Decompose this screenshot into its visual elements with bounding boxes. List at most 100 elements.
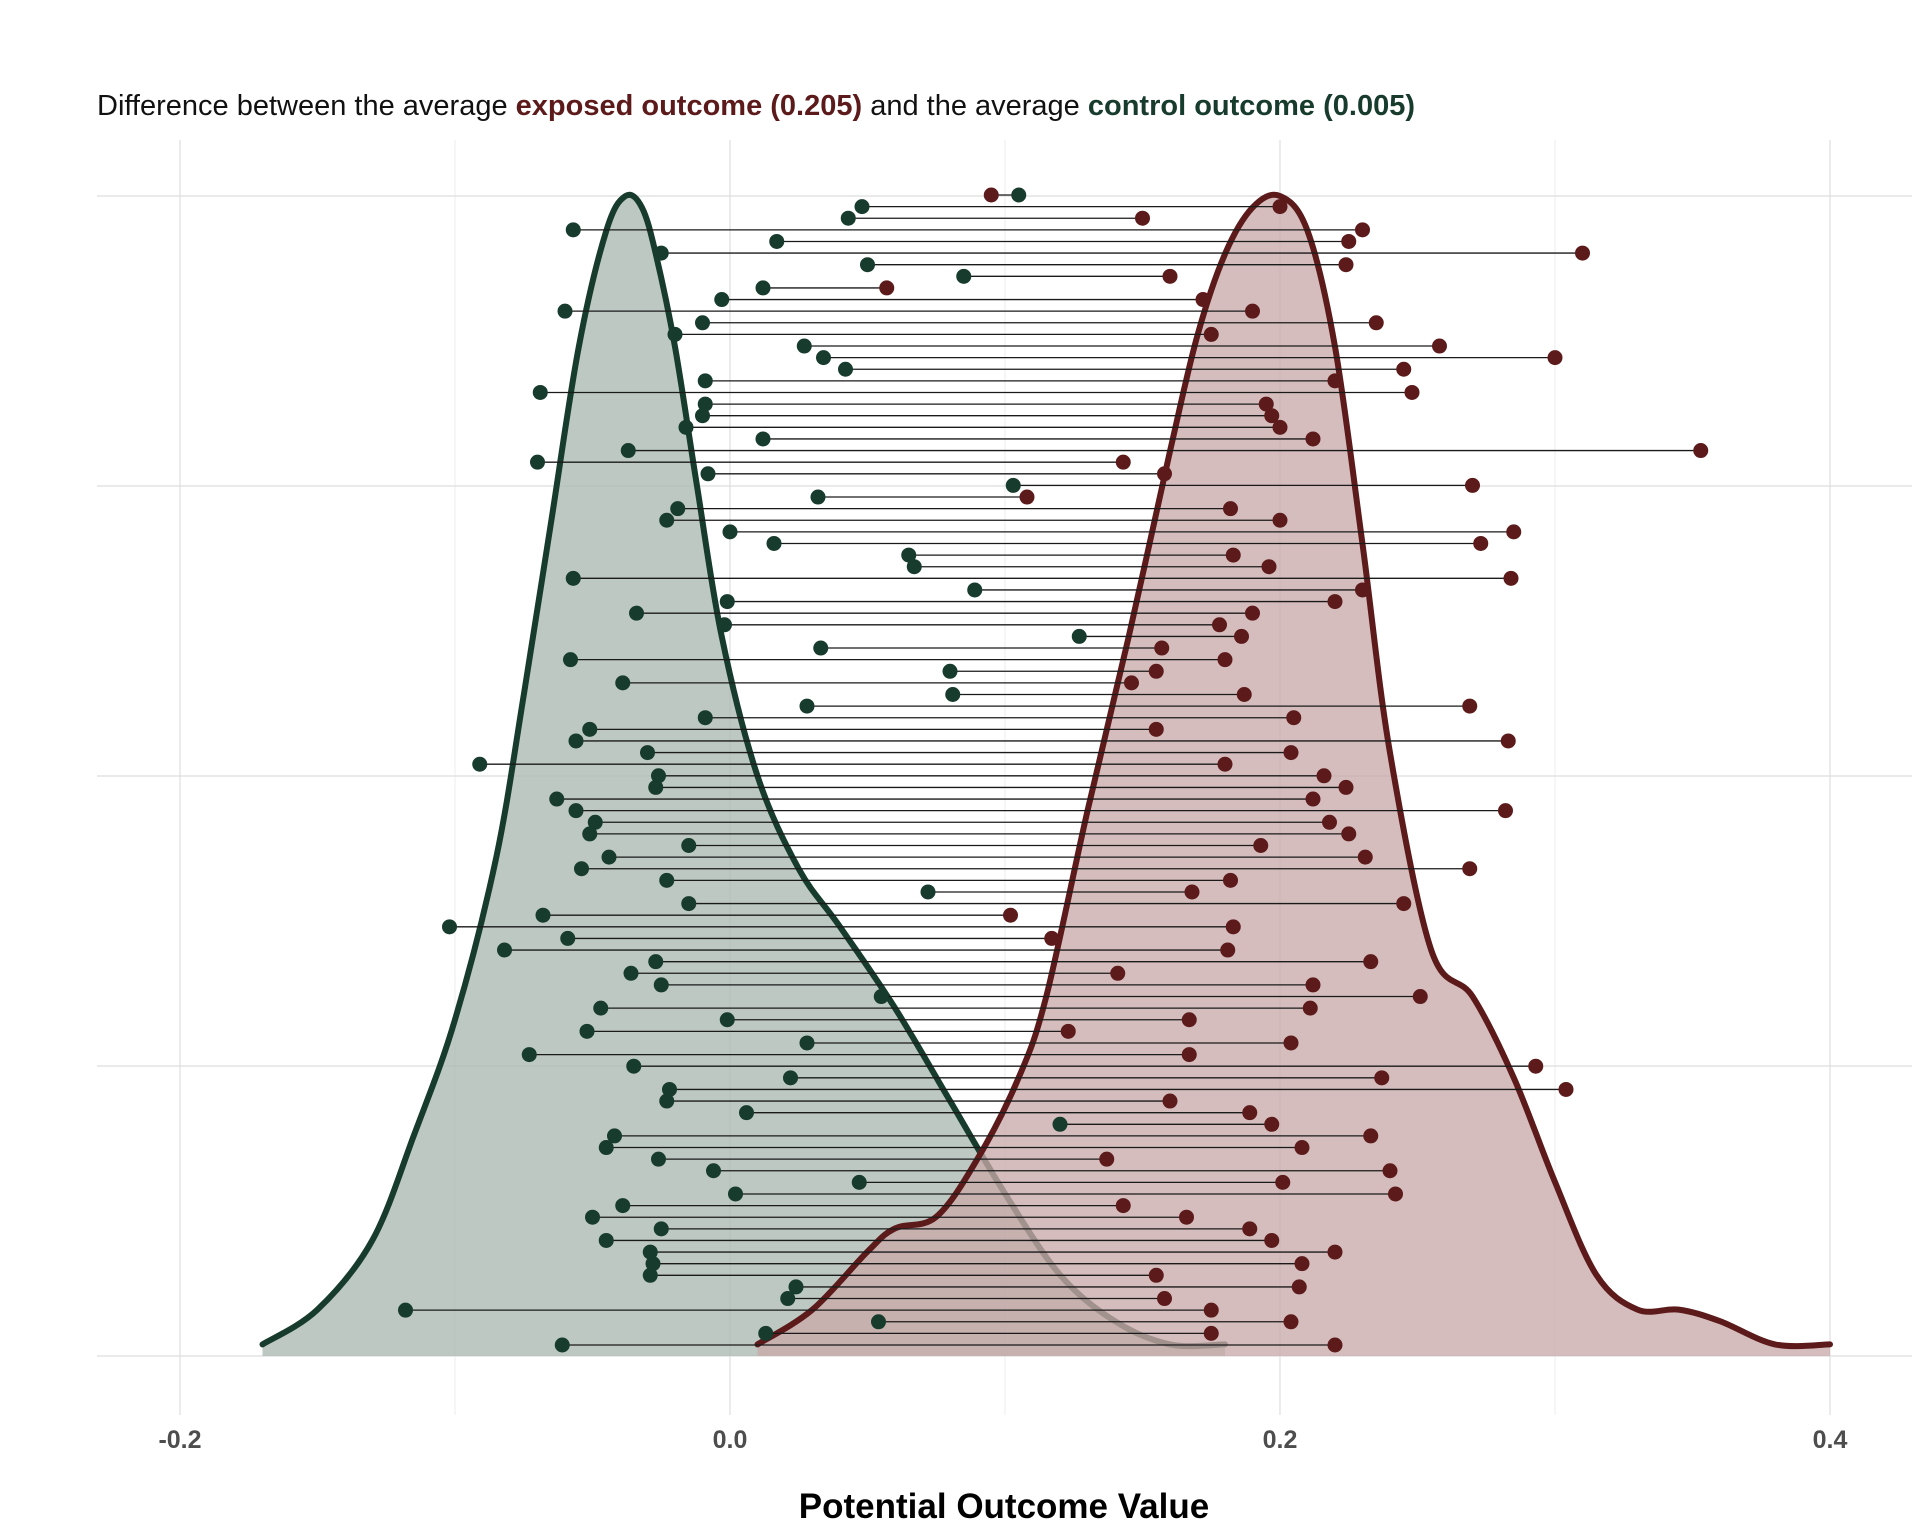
exposed-point bbox=[1181, 1047, 1197, 1063]
exposed-point bbox=[1148, 721, 1164, 737]
exposed-point bbox=[1302, 1000, 1318, 1016]
control-point bbox=[813, 640, 829, 656]
exposed-point bbox=[1500, 733, 1516, 749]
control-point bbox=[653, 977, 669, 993]
exposed-point bbox=[1220, 942, 1236, 958]
control-point bbox=[648, 954, 664, 970]
exposed-point bbox=[1223, 872, 1238, 888]
exposed-point bbox=[1181, 1012, 1197, 1028]
control-point bbox=[598, 1232, 614, 1248]
control-point bbox=[838, 361, 853, 377]
exposed-density-curve bbox=[754, 191, 1833, 1350]
exposed-point bbox=[1217, 652, 1233, 668]
control-point bbox=[758, 1325, 774, 1341]
control-point bbox=[945, 686, 961, 702]
exposed-point bbox=[1234, 628, 1249, 644]
control-point bbox=[659, 512, 675, 528]
exposed-point bbox=[1044, 930, 1060, 946]
exposed-point bbox=[1283, 1314, 1299, 1330]
control-point bbox=[1011, 187, 1027, 203]
exposed-point bbox=[1253, 838, 1269, 854]
control-density-curve bbox=[259, 191, 1228, 1350]
exposed-point bbox=[1355, 222, 1370, 238]
control-point bbox=[442, 919, 457, 935]
exposed-point bbox=[1148, 1267, 1164, 1283]
exposed-point bbox=[1110, 965, 1126, 981]
exposed-point bbox=[1157, 466, 1172, 482]
exposed-point bbox=[1506, 524, 1522, 540]
control-point bbox=[585, 1209, 600, 1225]
control-point bbox=[719, 1012, 735, 1028]
exposed-point bbox=[1124, 675, 1139, 691]
control-point bbox=[873, 989, 889, 1005]
exposed-point bbox=[1327, 1337, 1343, 1353]
control-point bbox=[554, 1337, 570, 1353]
exposed-point bbox=[1148, 663, 1164, 679]
exposed-point bbox=[1558, 1081, 1574, 1097]
control-point bbox=[769, 233, 785, 249]
control-point bbox=[587, 814, 603, 830]
x-tick-label: 0.2 bbox=[1263, 1426, 1298, 1454]
control-point bbox=[695, 315, 710, 331]
control-point bbox=[563, 652, 578, 668]
exposed-point bbox=[1322, 814, 1337, 830]
exposed-point bbox=[1162, 1093, 1178, 1109]
control-point bbox=[714, 292, 730, 308]
control-point bbox=[722, 524, 738, 540]
control-point bbox=[854, 199, 870, 215]
exposed-point bbox=[1272, 419, 1288, 435]
subtitle-control: control outcome (0.005) bbox=[1087, 90, 1415, 122]
control-point bbox=[651, 1151, 666, 1167]
subtitle-middle: and the average bbox=[862, 90, 1088, 122]
exposed-point bbox=[1374, 1070, 1390, 1086]
exposed-point bbox=[1473, 535, 1489, 551]
exposed-point bbox=[1341, 233, 1357, 249]
control-point bbox=[967, 582, 983, 598]
exposed-point bbox=[1258, 396, 1274, 412]
exposed-point bbox=[1305, 431, 1321, 447]
control-point bbox=[560, 930, 576, 946]
exposed-point bbox=[1432, 338, 1447, 354]
control-point bbox=[717, 617, 732, 633]
control-point bbox=[582, 826, 598, 842]
exposed-point bbox=[1341, 826, 1357, 842]
control-point bbox=[532, 384, 548, 400]
control-point bbox=[755, 431, 771, 447]
exposed-point bbox=[1388, 1186, 1403, 1202]
x-tick-labels: -0.2 0.0 0.2 0.4 bbox=[158, 1426, 1847, 1454]
control-point bbox=[816, 350, 831, 366]
exposed-point bbox=[1203, 1302, 1219, 1318]
exposed-point bbox=[1547, 350, 1563, 366]
control-point bbox=[901, 547, 917, 563]
control-point bbox=[593, 1000, 609, 1016]
control-point bbox=[653, 245, 669, 261]
control-point bbox=[1005, 477, 1021, 493]
exposed-point bbox=[1264, 408, 1280, 424]
exposed-point bbox=[1272, 199, 1288, 215]
control-point bbox=[651, 768, 666, 784]
exposed-point bbox=[1217, 756, 1233, 772]
exposed-point bbox=[983, 187, 999, 203]
control-point bbox=[956, 268, 972, 284]
exposed-point bbox=[1264, 1232, 1280, 1248]
control-point bbox=[840, 210, 856, 226]
control-point bbox=[497, 942, 512, 958]
x-tick-label: 0.0 bbox=[713, 1426, 748, 1454]
control-point bbox=[615, 675, 631, 691]
exposed-point bbox=[1338, 779, 1354, 795]
exposed-point bbox=[1498, 803, 1513, 819]
control-point bbox=[1071, 628, 1087, 644]
exposed-point bbox=[1203, 1325, 1219, 1341]
control-point bbox=[530, 454, 545, 470]
control-point bbox=[645, 1256, 661, 1272]
exposed-point bbox=[1462, 861, 1478, 877]
control-point bbox=[620, 443, 636, 459]
control-point bbox=[642, 1244, 658, 1260]
control-point bbox=[472, 756, 488, 772]
exposed-point bbox=[1212, 617, 1227, 633]
control-point bbox=[697, 373, 713, 389]
control-point bbox=[706, 1163, 721, 1179]
exposed-point bbox=[1368, 315, 1384, 331]
control-point bbox=[574, 861, 589, 877]
control-point bbox=[678, 419, 694, 435]
